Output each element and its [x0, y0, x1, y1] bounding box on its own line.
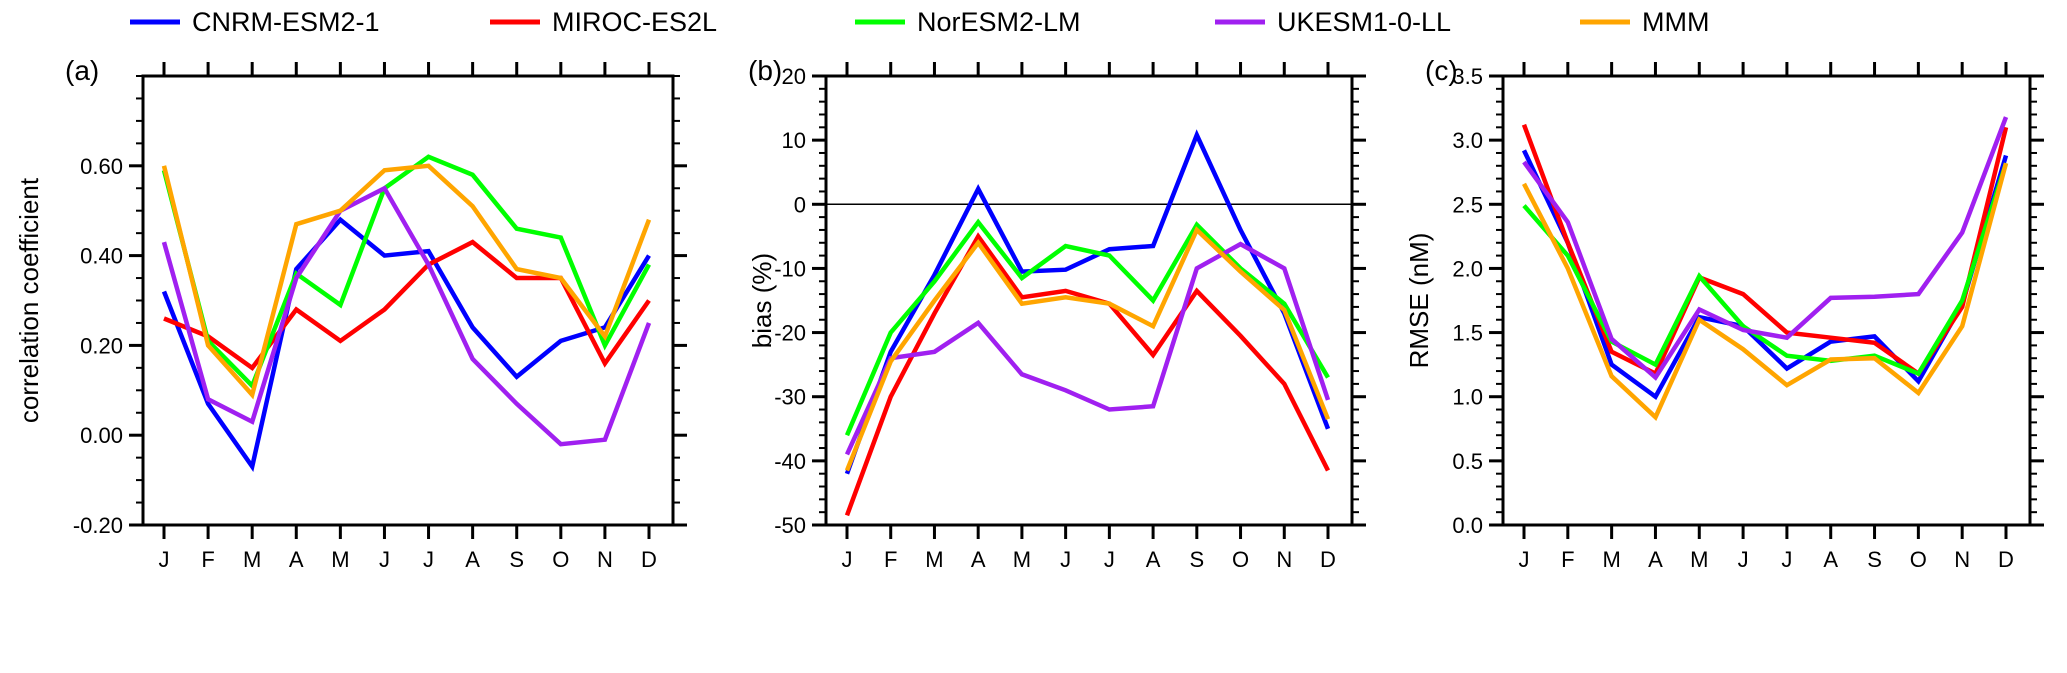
y-tick-label: -20 [774, 321, 806, 346]
y-tick-label: 3.0 [1452, 128, 1483, 153]
y-tick-label: 2.5 [1452, 192, 1483, 217]
y-axis-label: correlation coefficient [14, 177, 44, 423]
y-tick-label: 1.5 [1452, 321, 1483, 346]
x-tick-label: F [884, 547, 897, 572]
y-tick-label: -10 [774, 256, 806, 281]
series-line-cnrm-esm2-1 [161, 216, 651, 473]
y-axis-label: RMSE (nM) [1404, 233, 1434, 369]
x-tick-label: D [1998, 547, 2014, 572]
legend-item: UKESM1-0-LL [1215, 7, 1451, 37]
y-tick-label: -30 [774, 385, 806, 410]
x-tick-label: N [1276, 547, 1292, 572]
x-tick-label: N [1954, 547, 1970, 572]
legend-label: MMM [1642, 7, 1709, 37]
legend-label: MIROC-ES2L [552, 7, 717, 37]
x-tick-label: S [509, 547, 524, 572]
y-tick-label: 0 [794, 192, 806, 217]
x-tick-label: M [331, 547, 349, 572]
y-axis-label: bias (%) [747, 253, 777, 348]
x-tick-label: M [925, 547, 943, 572]
series-line-mmm [161, 163, 652, 400]
x-tick-label: A [971, 547, 986, 572]
series-line-ukesm1-0-ll [161, 185, 652, 447]
x-tick-label: M [1690, 547, 1708, 572]
series-line-mmm [844, 226, 1331, 472]
x-tick-label: J [1104, 547, 1115, 572]
y-tick-label: -40 [774, 449, 806, 474]
series-line-ukesm1-0-ll [844, 241, 1331, 456]
x-tick-label: S [1189, 547, 1204, 572]
x-tick-label: O [1232, 547, 1249, 572]
series-line-miroc-es2l [844, 232, 1331, 517]
x-tick-label: D [641, 547, 657, 572]
x-tick-label: J [423, 547, 434, 572]
series-line-mmm [1522, 162, 2009, 421]
x-tick-label: M [243, 547, 261, 572]
y-tick-label: 0.5 [1452, 449, 1483, 474]
y-tick-label: 10 [782, 128, 806, 153]
x-tick-label: J [1519, 547, 1530, 572]
x-tick-label: A [1823, 547, 1838, 572]
legend-label: CNRM-ESM2-1 [192, 7, 380, 37]
y-tick-label: 0.60 [80, 154, 123, 179]
x-tick-label: A [465, 547, 480, 572]
y-tick-label: 3.5 [1452, 64, 1483, 89]
y-tick-label: 0.20 [80, 333, 123, 358]
x-tick-label: O [1910, 547, 1927, 572]
plot-frame [824, 74, 1354, 527]
legend-item: MMM [1580, 7, 1709, 37]
x-tick-label: O [552, 547, 569, 572]
x-tick-label: S [1867, 547, 1882, 572]
x-tick-label: J [379, 547, 390, 572]
legend: CNRM-ESM2-1 MIROC-ES2L NorESM2-LM UKESM1-0-… [130, 7, 1709, 37]
series-line-cnrm-esm2-1 [1521, 149, 2009, 401]
x-tick-label: A [1146, 547, 1161, 572]
panel-label: (c) [1425, 55, 1458, 86]
legend-item: NorESM2-LM [855, 7, 1081, 37]
series-line-noresm2-lm [161, 154, 651, 390]
series-line-ukesm1-0-ll [1522, 116, 2009, 381]
y-tick-label: 0.00 [80, 423, 123, 448]
panel-label: (b) [748, 55, 782, 86]
series-line-miroc-es2l [163, 239, 651, 372]
legend-item: CNRM-ESM2-1 [130, 7, 380, 37]
x-tick-label: F [201, 547, 214, 572]
panel-c: 0.0 0.5 1.0 1.5 2.0 2.5 3.0 3.5 J F M A M J J A S O N D (c) R… [1404, 55, 2044, 572]
x-tick-label: A [1648, 547, 1663, 572]
x-tick-label: M [1602, 547, 1620, 572]
x-tick-label: J [1738, 547, 1749, 572]
panel-a: -0.20 0.00 0.20 0.40 0.60 J F M A M J J A S O N D (a) corr… [14, 55, 687, 572]
legend-item: MIROC-ES2L [490, 7, 717, 37]
y-tick-label: -50 [774, 513, 806, 538]
y-tick-label: 20 [782, 64, 806, 89]
series-line-cnrm-esm2-1 [844, 129, 1331, 475]
x-tick-label: J [1060, 547, 1071, 572]
legend-label: NorESM2-LM [917, 7, 1081, 37]
x-tick-label: N [597, 547, 613, 572]
panel-b: -50 -40 -30 -20 -10 0 10 20 J F M A M J J A S O N D (b) bias … [747, 55, 1366, 572]
series-line-noresm2-lm [844, 218, 1330, 437]
x-tick-label: J [159, 547, 170, 572]
y-tick-label: -0.20 [73, 513, 123, 538]
y-tick-label: 0.40 [80, 244, 123, 269]
plot-frame [1501, 74, 2032, 527]
x-tick-label: D [1320, 547, 1336, 572]
x-tick-label: M [1013, 547, 1031, 572]
legend-label: UKESM1-0-LL [1277, 7, 1451, 37]
y-tick-label: 1.0 [1452, 385, 1483, 410]
panel-label: (a) [65, 55, 99, 86]
series-line-noresm2-lm [1522, 162, 2009, 377]
x-tick-label: J [1781, 547, 1792, 572]
plot-frame [141, 74, 675, 527]
y-tick-label: 0.0 [1452, 513, 1483, 538]
x-tick-label: J [842, 547, 853, 572]
x-tick-label: F [1561, 547, 1574, 572]
x-tick-label: A [289, 547, 304, 572]
y-tick-label: 2.0 [1452, 256, 1483, 281]
